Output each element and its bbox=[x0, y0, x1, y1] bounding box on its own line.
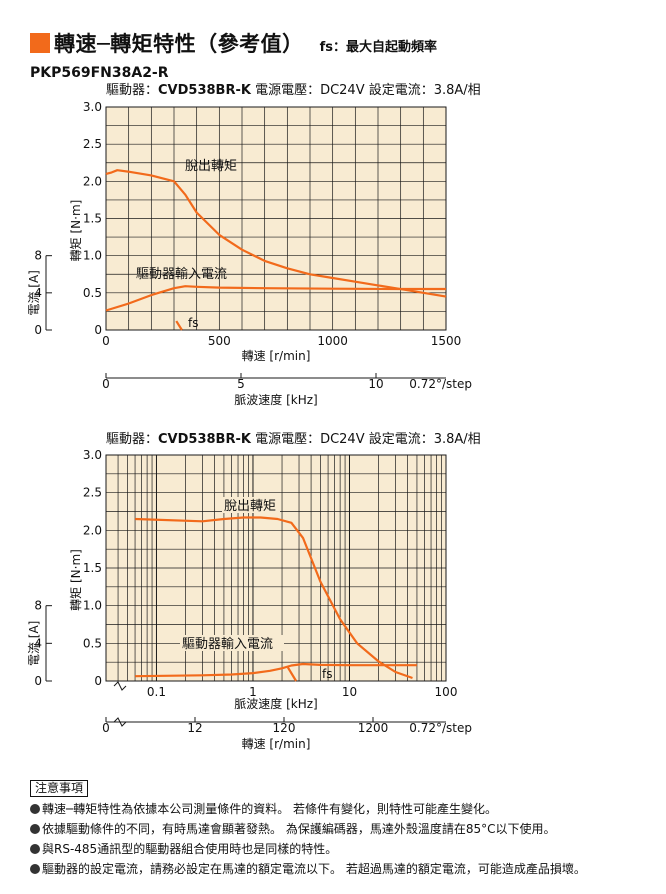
notes-section: 注意事項 轉速─轉矩特性為依據本公司測量條件的資料。 若條件有變化，則特性可能產… bbox=[30, 778, 586, 879]
label-background bbox=[180, 635, 284, 651]
charts-canvas: 驅動器：CVD538BR-K 電源電壓：DC24V 設定電流：3.8A/相00.… bbox=[27, 82, 481, 751]
page-title: 轉速─轉矩特性（參考值） bbox=[54, 32, 304, 56]
secondary-x-axis-label: 脈波速度 [kHz] bbox=[234, 392, 317, 407]
step-angle-note: 0.72°/step bbox=[409, 377, 472, 391]
current-tick-label: 0 bbox=[34, 323, 42, 337]
series-fs-line bbox=[286, 666, 298, 682]
axis-break-icon bbox=[113, 717, 127, 727]
bullet-icon bbox=[30, 864, 40, 874]
annotation-input-current: 驅動器輸入電流 bbox=[136, 267, 227, 282]
y-tick-label: 3.0 bbox=[83, 448, 102, 462]
secondary-x-tick-label: 1200 bbox=[358, 721, 389, 735]
secondary-x-tick-label: 0 bbox=[102, 377, 110, 391]
bullet-icon bbox=[30, 844, 40, 854]
section-header: 轉速─轉矩特性（參考值） fs：最大自起動頻率 bbox=[30, 28, 437, 58]
chart-info-part: 設定電流：3.8A/相 bbox=[365, 82, 481, 98]
secondary-x-tick-label: 12 bbox=[187, 721, 202, 735]
note-item: 驅動器的設定電流，請務必設定在馬達的額定電流以下。 若超過馬達的額定電流，可能造… bbox=[30, 859, 586, 879]
x-tick-label: 100 bbox=[435, 685, 458, 699]
note-text: 驅動器的設定電流，請務必設定在馬達的額定電流以下。 若超過馬達的額定電流，可能造… bbox=[42, 862, 586, 876]
x-axis-label: 脈波速度 [kHz] bbox=[234, 696, 317, 711]
secondary-x-tick-label: 120 bbox=[273, 721, 296, 735]
chart-info-part: 設定電流：3.8A/相 bbox=[365, 431, 481, 447]
model-number: PKP569FN38A2-R bbox=[30, 65, 169, 81]
x-tick-label: 0 bbox=[102, 334, 110, 348]
y-axis-label: 轉矩 [N·m] bbox=[69, 549, 83, 611]
series-pullout-torque-line bbox=[105, 169, 447, 298]
note-text: 與RS-485通訊型的驅動器組合使用時也是同樣的特性。 bbox=[42, 842, 338, 856]
note-item: 與RS-485通訊型的驅動器組合使用時也是同樣的特性。 bbox=[30, 839, 586, 859]
y-tick-label: 2.5 bbox=[83, 137, 102, 151]
annotation-pullout-torque: 脫出轉矩 bbox=[185, 159, 237, 174]
current-tick-label: 0 bbox=[34, 674, 42, 688]
current-axis-label: 電流 [A] bbox=[27, 270, 41, 315]
y-tick-label: 1.5 bbox=[83, 212, 102, 226]
x-tick-label: 500 bbox=[208, 334, 231, 348]
series-pullout-torque-line bbox=[135, 516, 413, 680]
y-tick-label: 2.5 bbox=[83, 486, 102, 500]
plot-frame bbox=[105, 454, 447, 682]
label-background bbox=[222, 497, 280, 513]
annotation-input-current: 驅動器輸入電流 bbox=[182, 637, 273, 652]
note-item: 轉速─轉矩特性為依據本公司測量條件的資料。 若條件有變化，則特性可能產生變化。 bbox=[30, 799, 586, 819]
annotation-fs: fs bbox=[188, 316, 198, 330]
note-text: 轉速─轉矩特性為依據本公司測量條件的資料。 若條件有變化，則特性可能產生變化。 bbox=[42, 802, 498, 816]
current-tick-label: 8 bbox=[34, 249, 42, 263]
axis-break-icon bbox=[113, 681, 127, 691]
chart-info-part: 電源電壓：DC24V bbox=[251, 432, 365, 447]
secondary-x-tick-label: 0 bbox=[102, 721, 110, 735]
series-current-line bbox=[105, 285, 446, 312]
current-tick-label: 4 bbox=[34, 286, 42, 300]
x-tick-label: 10 bbox=[342, 685, 357, 699]
current-tick-label: 8 bbox=[34, 599, 42, 613]
series-current-line bbox=[135, 662, 417, 678]
orange-square-icon bbox=[30, 33, 50, 53]
y-tick-label: 2.0 bbox=[83, 523, 102, 537]
secondary-x-axis-label: 轉速 [r/min] bbox=[242, 737, 311, 751]
secondary-x-tick-label: 5 bbox=[237, 377, 245, 391]
step-angle-note: 0.72°/step bbox=[409, 721, 472, 735]
y-tick-label: 1.0 bbox=[83, 599, 102, 613]
annotation-fs: fs bbox=[322, 667, 332, 681]
bullet-icon bbox=[30, 824, 40, 834]
note-item: 依據驅動條件的不同，有時馬達會顯著發熱。 為保護編碼器，馬達外殼溫度請在85°C… bbox=[30, 819, 586, 839]
y-tick-label: 2.0 bbox=[83, 174, 102, 188]
notes-title: 注意事項 bbox=[30, 780, 89, 797]
x-tick-label: 1 bbox=[249, 685, 257, 699]
y-tick-label: 0 bbox=[94, 674, 102, 688]
x-tick-label: 1500 bbox=[431, 334, 462, 348]
chart-0-info: 驅動器：CVD538BR-K 電源電壓：DC24V 設定電流：3.8A/相 bbox=[106, 82, 481, 98]
chart-info-part: 電源電壓：DC24V bbox=[251, 83, 365, 98]
y-tick-label: 1.5 bbox=[83, 561, 102, 575]
chart-1-info: 驅動器：CVD538BR-K 電源電壓：DC24V 設定電流：3.8A/相 bbox=[106, 431, 481, 447]
chart-info-part: CVD538BR-K bbox=[158, 432, 252, 447]
x-tick-label: 1000 bbox=[317, 334, 348, 348]
y-tick-label: 0.5 bbox=[83, 636, 102, 650]
y-tick-label: 0.5 bbox=[83, 286, 102, 300]
series-fs-line bbox=[175, 320, 183, 331]
plot-frame bbox=[105, 106, 447, 331]
x-axis-label: 轉速 [r/min] bbox=[242, 349, 311, 363]
x-tick-label: 0.1 bbox=[147, 685, 166, 699]
current-tick-label: 4 bbox=[34, 636, 42, 650]
y-tick-label: 0 bbox=[94, 323, 102, 337]
current-axis-label: 電流 [A] bbox=[27, 621, 41, 666]
y-tick-label: 1.0 bbox=[83, 249, 102, 263]
y-axis-label: 轉矩 [N·m] bbox=[69, 200, 83, 262]
page-subtitle: fs：最大自起動頻率 bbox=[319, 39, 438, 55]
y-tick-label: 3.0 bbox=[83, 100, 102, 114]
chart-info-part: CVD538BR-K bbox=[158, 83, 252, 98]
note-text: 依據驅動條件的不同，有時馬達會顯著發熱。 為保護編碼器，馬達外殼溫度請在85°C… bbox=[42, 822, 556, 836]
chart-info-part: 驅動器： bbox=[106, 432, 158, 447]
bullet-icon bbox=[30, 804, 40, 814]
secondary-x-tick-label: 10 bbox=[368, 377, 383, 391]
chart-info-part: 驅動器： bbox=[106, 83, 158, 98]
annotation-pullout-torque: 脫出轉矩 bbox=[224, 499, 276, 514]
